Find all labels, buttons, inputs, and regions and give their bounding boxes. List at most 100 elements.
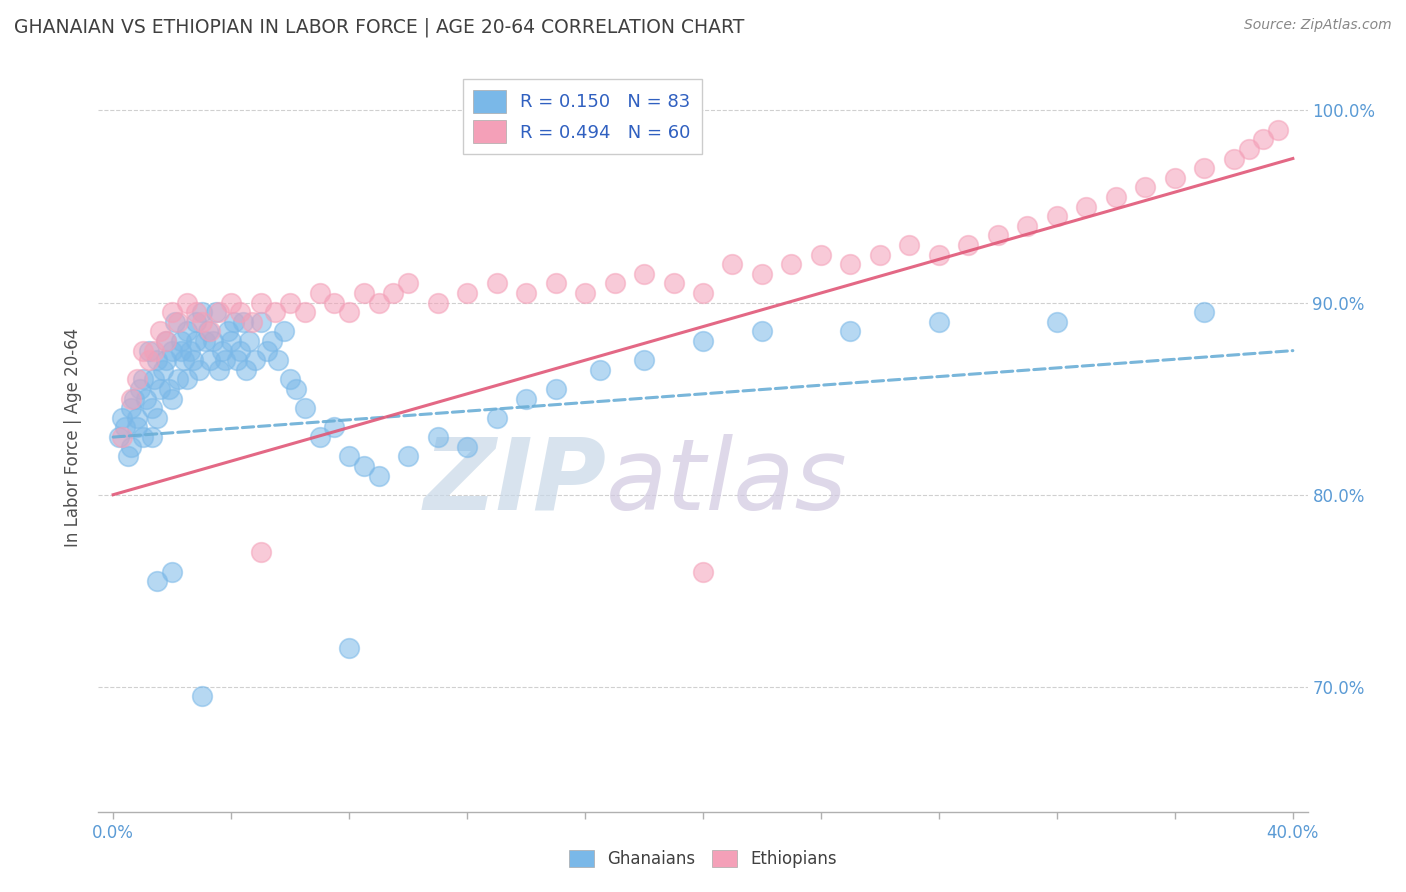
Text: ZIP: ZIP [423,434,606,531]
Point [396,277,419,291]
Point [544,277,567,291]
Point [190,305,212,319]
Point [179,343,201,358]
Point [426,430,449,444]
Point [146,410,169,425]
Point [165,315,187,329]
Point [184,315,207,329]
Point [160,392,183,406]
Legend: Ghanaians, Ethiopians: Ghanaians, Ethiopians [562,843,844,875]
Point [138,353,160,368]
Point [456,285,478,300]
Point [229,343,252,358]
Point [128,382,150,396]
Point [574,285,596,300]
Point [131,430,153,444]
Point [131,343,153,358]
Point [190,315,212,329]
Point [197,325,219,339]
Point [515,285,537,300]
Point [111,410,134,425]
Point [456,440,478,454]
Point [323,295,346,310]
Text: GHANAIAN VS ETHIOPIAN IN LABOR FORCE | AGE 20-64 CORRELATION CHART: GHANAIAN VS ETHIOPIAN IN LABOR FORCE | A… [14,18,744,37]
Point [205,305,228,319]
Point [219,295,242,310]
Point [337,450,360,464]
Point [200,353,222,368]
Point [167,372,190,386]
Point [181,353,204,368]
Point [176,372,198,386]
Point [238,334,260,348]
Point [149,325,172,339]
Point [125,420,148,434]
Text: Source: ZipAtlas.com: Source: ZipAtlas.com [1244,18,1392,32]
Point [1046,315,1069,329]
Point [485,410,508,425]
Point [1046,209,1069,223]
Point [143,372,166,386]
Point [273,325,295,339]
Point [256,343,278,358]
Point [898,238,921,252]
Point [190,690,212,704]
Point [141,430,163,444]
Point [232,315,254,329]
Point [485,277,508,291]
Point [1017,219,1039,233]
Point [125,372,148,386]
Point [219,334,242,348]
Point [721,257,744,271]
Point [1105,190,1128,204]
Point [278,295,301,310]
Point [131,372,153,386]
Point [308,430,330,444]
Point [122,392,145,406]
Point [839,257,862,271]
Point [353,458,375,473]
Point [987,228,1010,243]
Point [167,315,190,329]
Point [114,420,136,434]
Point [1253,132,1275,146]
Point [367,468,389,483]
Point [208,305,231,319]
Point [353,285,375,300]
Point [176,295,198,310]
Point [155,334,177,348]
Point [262,334,284,348]
Point [157,382,180,396]
Point [202,334,225,348]
Point [589,363,612,377]
Point [264,305,287,319]
Point [278,372,301,386]
Point [235,363,257,377]
Point [108,430,131,444]
Point [117,450,139,464]
Point [222,315,245,329]
Point [208,363,231,377]
Point [1223,152,1246,166]
Point [120,401,142,416]
Point [194,334,217,348]
Point [426,295,449,310]
Point [138,343,160,358]
Point [367,295,389,310]
Point [111,430,134,444]
Point [226,353,249,368]
Point [1135,180,1157,194]
Point [184,305,207,319]
Point [515,392,537,406]
Point [382,285,405,300]
Point [957,238,980,252]
Point [249,315,271,329]
Point [146,353,169,368]
Point [120,440,142,454]
Y-axis label: In Labor Force | Age 20-64: In Labor Force | Age 20-64 [65,327,83,547]
Point [160,305,183,319]
Point [751,325,773,339]
Point [170,343,193,358]
Point [170,334,193,348]
Point [200,325,222,339]
